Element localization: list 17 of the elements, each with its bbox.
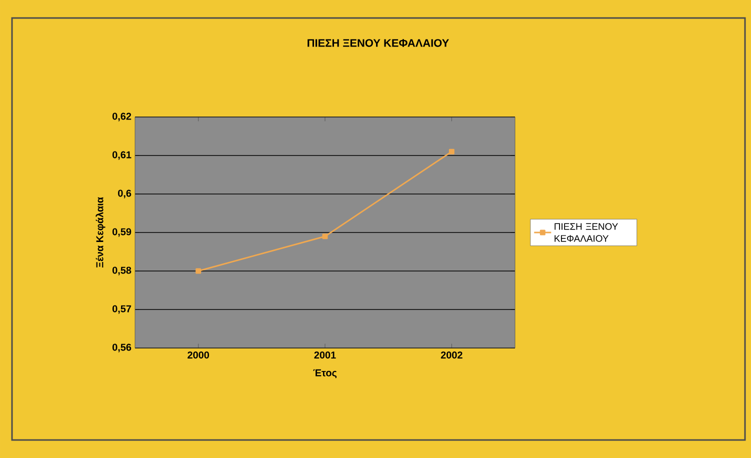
y-tick-label: 0,61	[112, 151, 132, 160]
y-tick-label: 0,56	[112, 344, 132, 352]
legend-label: ΠΙΕΣΗ ΞΕΝΟΥ ΚΕΦΑΛΑΙΟΥ	[554, 223, 618, 242]
y-tick-label: 0,59	[112, 228, 132, 237]
point	[448, 148, 454, 154]
x-tick-label: 2000	[188, 352, 210, 359]
y-tick-label: 0,62	[112, 112, 132, 122]
chart-title: ΠΙΕΣΗ ΞΕΝΟΥ ΚΕΦΑΛΑΙΟΥ	[308, 39, 449, 47]
point	[322, 234, 328, 240]
y-tick-label: 0,57	[112, 305, 132, 314]
y-tick-label: 0,6	[118, 190, 132, 198]
x-tick-label: 2002	[440, 352, 462, 359]
x-axis-title: Έτος	[313, 369, 337, 378]
x-tick-label: 2001	[314, 352, 336, 359]
y-tick-label: 0,58	[112, 266, 132, 276]
point	[196, 268, 202, 274]
y-axis-title: Ξένα Κεφάλαια	[96, 197, 106, 268]
